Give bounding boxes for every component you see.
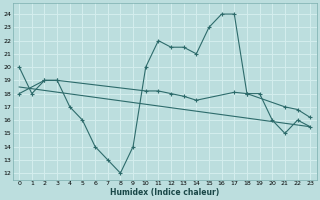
X-axis label: Humidex (Indice chaleur): Humidex (Indice chaleur) bbox=[110, 188, 219, 197]
